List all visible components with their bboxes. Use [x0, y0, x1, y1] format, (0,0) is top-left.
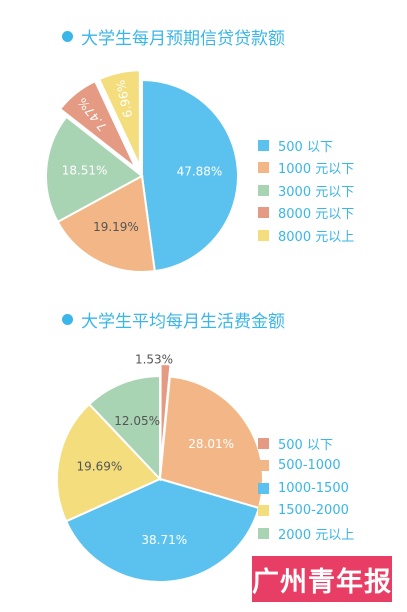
chart2-title: 大学生平均每月生活费金额	[62, 307, 285, 332]
chart1-legend-item: 8000 元以下	[258, 202, 354, 225]
legend-label: 2000 元以上	[278, 527, 355, 543]
legend-swatch	[258, 139, 269, 151]
legend-swatch	[258, 184, 269, 196]
chart1-legend-item: 3000 元以下	[258, 179, 354, 202]
chart2-legend-item: 1500-2000	[258, 500, 354, 523]
legend-swatch	[258, 229, 269, 241]
chart2-legend-item: 1000-1500	[258, 477, 354, 500]
chart1-slice-1	[56, 174, 156, 273]
legend-swatch	[258, 505, 269, 517]
chart1-slice-0	[141, 78, 239, 273]
chart1-title-text: 大学生每月预期信贷贷款额	[81, 29, 285, 49]
legend-label: 8000 元以下	[278, 207, 355, 223]
chart2-legend-item: 500 以下	[258, 432, 354, 455]
chart1-legend-item: 8000 元以上	[258, 224, 354, 247]
chart2-slice-3	[56, 402, 162, 523]
chart2-label-4: 12.05%	[114, 414, 160, 428]
legend-swatch	[258, 162, 269, 174]
legend-swatch	[258, 437, 269, 449]
bullet-icon	[62, 31, 73, 42]
legend-label: 3000 元以下	[278, 184, 355, 200]
chart2-label-1: 28.01%	[188, 437, 234, 451]
chart2-label-0: 1.53%	[135, 353, 173, 367]
chart2-label-3: 19.69%	[76, 460, 122, 474]
logo-text: 广州青年报	[252, 566, 392, 598]
chart1-label-1: 19.19%	[93, 220, 139, 234]
chart1-legend: 500 以下 1000 元以下 3000 元以下 8000 元以下 8000 元以上	[258, 134, 354, 247]
bullet-icon	[62, 314, 73, 325]
newspaper-logo: 广州青年报	[252, 556, 392, 602]
chart2-legend: 500 以下 500-1000 1000-1500 1500-2000 2000 元以上	[258, 432, 354, 545]
legend-swatch	[258, 482, 269, 494]
legend-swatch	[258, 460, 269, 472]
legend-swatch	[258, 207, 269, 219]
chart2-legend-item: 500-1000	[258, 455, 354, 478]
chart1-title: 大学生每月预期信贷贷款额	[62, 24, 285, 49]
legend-label: 500 以下	[278, 437, 333, 453]
legend-swatch	[258, 527, 269, 539]
chart1-legend-item: 500 以下	[258, 134, 354, 157]
chart2-slice-4	[87, 374, 161, 482]
chart2-title-text: 大学生平均每月生活费金额	[81, 312, 285, 332]
chart1-label-0: 47.88%	[177, 165, 223, 179]
legend-label: 500-1000	[278, 458, 341, 474]
chart2-label-2: 38.71%	[141, 533, 187, 547]
legend-label: 8000 元以上	[278, 229, 355, 245]
chart2-legend-item: 2000 元以上	[258, 522, 354, 545]
legend-label: 1000-1500	[278, 480, 349, 496]
legend-label: 1000 元以下	[278, 162, 355, 178]
chart2-slice-2	[64, 477, 261, 583]
chart1-legend-item: 1000 元以下	[258, 157, 354, 180]
legend-label: 1500-2000	[278, 503, 349, 519]
chart1-label-2: 18.51%	[62, 164, 108, 178]
chart1-slice-4	[97, 69, 141, 167]
chart1-slice-3	[58, 79, 137, 169]
legend-label: 500 以下	[278, 139, 333, 155]
chart1-slice-2	[45, 115, 144, 224]
